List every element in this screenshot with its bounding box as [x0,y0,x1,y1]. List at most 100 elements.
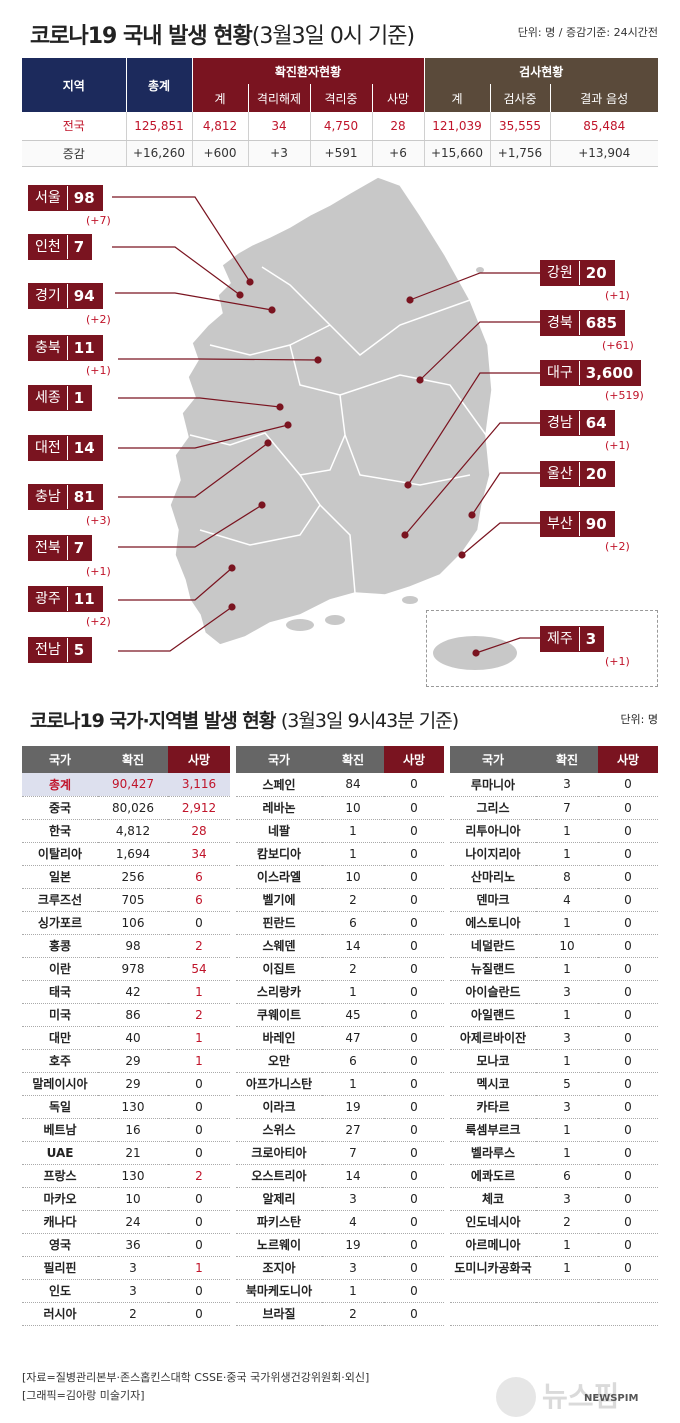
confirmed-cell: 3 [98,1256,168,1280]
deaths-cell: 0 [384,888,444,912]
deaths-cell: 0 [598,980,658,1004]
country-cell: 이란 [22,957,98,981]
sub-header: 계 [192,84,249,112]
table-row: 레바논 10 0 [236,796,444,820]
table-row: 벨라루스 1 0 [450,1141,658,1165]
country-cell: 캄보디아 [236,842,322,866]
deaths-cell: 0 [598,1256,658,1280]
country-cell: 네덜란드 [450,934,536,958]
confirmed-cell: 978 [98,957,168,981]
cell: 34 [248,112,311,141]
column-header: 국가 [22,746,98,773]
table-row: 카타르 3 0 [450,1095,658,1119]
table-row [450,1279,658,1303]
deaths-cell: 0 [384,1302,444,1326]
confirmed-cell: 1 [536,1118,598,1142]
table-row: 스리랑카 1 0 [236,980,444,1004]
region-name: 충북 [29,336,67,360]
cell: 4,812 [192,112,249,141]
region-name: 경북 [541,311,579,335]
table-row: 산마리노 8 0 [450,865,658,889]
table-row: 그리스 7 0 [450,796,658,820]
deaths-cell: 0 [598,1026,658,1050]
table-row: 네덜란드 10 0 [450,934,658,958]
province-border [289,344,346,476]
region-name: 강원 [541,261,579,285]
deaths-cell: 0 [168,1233,230,1257]
column-header: 사망 [598,746,658,773]
confirmed-cell: 36 [98,1233,168,1257]
column-header: 확진 [322,746,384,773]
region-tag-gyeonggi: 경기 94 [28,283,103,309]
region-delta: (+1) [86,364,111,377]
confirmed-cell: 130 [98,1095,168,1119]
header-total: 총계 [126,58,193,112]
table-header-row: 국가 확진 사망 [22,746,230,773]
region-tag-chungbuk: 충북 11 [28,335,103,361]
country-cell: 베트남 [22,1118,98,1142]
region-value: 14 [66,436,102,460]
confirmed-cell: 6 [322,911,384,935]
region-delta: (+3) [86,514,111,527]
region-delta: (+2) [86,313,111,326]
table-row: 이집트 2 0 [236,957,444,981]
table-row-delta: 증감 +16,260 +600 +3 +591 +6 +15,660 +1,75… [22,140,658,167]
country-cell: 러시아 [22,1302,98,1326]
country-cell: 알제리 [236,1187,322,1211]
table-row: 룩셈부르크 1 0 [450,1118,658,1142]
island [476,267,484,273]
deaths-cell: 2 [168,934,230,958]
table-row: 아일랜드 1 0 [450,1003,658,1027]
confirmed-cell: 7 [322,1141,384,1165]
confirmed-cell: 10 [98,1187,168,1211]
confirmed-cell: 3 [536,1026,598,1050]
cell: +1,756 [490,140,551,167]
table-row: 뉴질랜드 1 0 [450,957,658,981]
deaths-cell: 0 [384,1164,444,1188]
table-row: 아제르바이잔 3 0 [450,1026,658,1050]
confirmed-cell: 3 [536,773,598,797]
confirmed-cell [536,1302,598,1326]
cell: 28 [372,112,425,141]
country-cell: 한국 [22,819,98,843]
region-value: 3 [578,627,604,651]
region-name: 제주 [541,627,579,651]
table-row-total: 전국 125,851 4,812 34 4,750 28 121,039 35,… [22,112,658,141]
table-row: 말레이시아 29 0 [22,1072,230,1096]
region-delta: (+2) [605,540,630,553]
deaths-cell: 0 [168,1302,230,1326]
confirmed-cell: 6 [536,1164,598,1188]
region-name: 울산 [541,462,579,486]
province-border [319,504,356,594]
country-cell [450,1279,536,1303]
confirmed-cell: 1 [536,842,598,866]
confirmed-cell: 1 [322,842,384,866]
confirmed-cell: 2 [322,1302,384,1326]
deaths-cell: 0 [598,1095,658,1119]
deaths-cell: 0 [384,957,444,981]
deaths-cell: 2 [168,1164,230,1188]
confirmed-cell: 6 [322,1049,384,1073]
table-row: 파키스탄 4 0 [236,1210,444,1234]
column-header: 국가 [450,746,536,773]
region-tag-seoul: 서울 98 [28,185,103,211]
region-name: 경남 [541,411,579,435]
country-cell: 브라질 [236,1302,322,1326]
region-tag-gwangju: 광주 11 [28,586,103,612]
country-cell: 이스라엘 [236,865,322,889]
table-row: 이라크 19 0 [236,1095,444,1119]
table-row: 미국 86 2 [22,1003,230,1027]
country-cell: 인도 [22,1279,98,1303]
cell: 전국 [22,112,127,141]
region-tag-jeonnam: 전남 5 [28,637,93,663]
table-row: 크로아티아 7 0 [236,1141,444,1165]
table-row: 바레인 47 0 [236,1026,444,1050]
deaths-cell: 0 [384,796,444,820]
deaths-cell: 0 [598,865,658,889]
deaths-cell: 0 [598,1118,658,1142]
deaths-cell: 1 [168,1256,230,1280]
table-row: 체코 3 0 [450,1187,658,1211]
region-value: 5 [66,638,92,662]
confirmed-cell: 1 [322,1072,384,1096]
deaths-cell: 0 [384,1072,444,1096]
